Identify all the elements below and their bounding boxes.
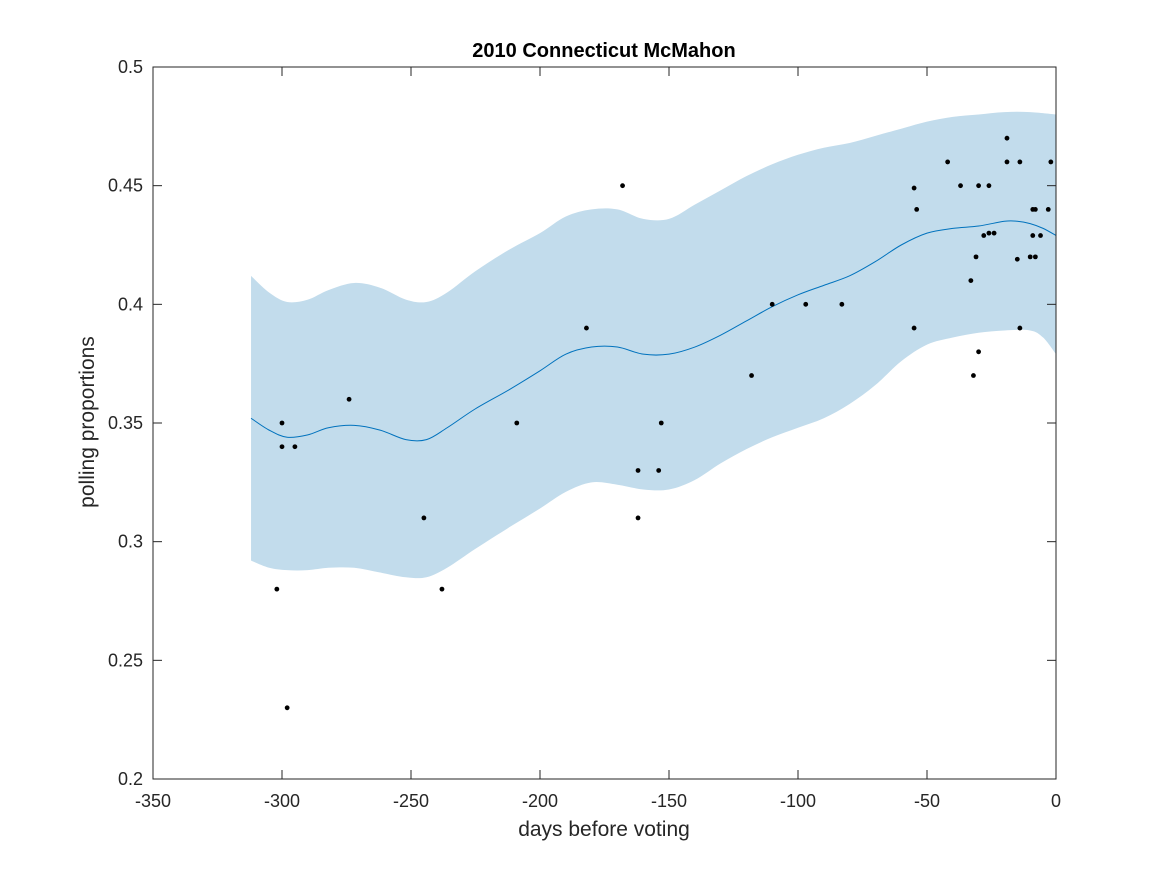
poll-point (911, 325, 917, 331)
poll-point (514, 420, 520, 426)
x-tick-label: -250 (393, 791, 429, 811)
poll-point (346, 396, 352, 402)
poll-point (1045, 207, 1051, 212)
poll-point (635, 515, 641, 521)
poll-point (986, 230, 992, 236)
x-tick-label: -150 (651, 791, 687, 811)
poll-point (421, 515, 427, 521)
poll-point (1014, 256, 1020, 262)
poll-point (1030, 233, 1036, 238)
poll-point (968, 278, 974, 283)
poll-point (1048, 159, 1054, 165)
poll-point (292, 444, 298, 450)
poll-point (1017, 325, 1023, 331)
y-tick-label: 0.3 (118, 532, 143, 552)
plot-area (250, 111, 1057, 711)
poll-point (279, 420, 285, 426)
poll-point (973, 254, 979, 260)
y-tick-label: 0.45 (108, 176, 143, 196)
poll-point (1038, 233, 1043, 238)
poll-point (971, 373, 976, 378)
poll-point (635, 468, 641, 473)
poll-point (976, 183, 981, 189)
poll-point (1004, 135, 1010, 141)
poll-point (1032, 207, 1038, 212)
y-tick-label: 0.2 (118, 769, 143, 789)
poll-point (1017, 159, 1023, 165)
confidence-band (251, 111, 1057, 579)
poll-point (279, 444, 285, 450)
poll-point (976, 349, 981, 355)
poll-point (284, 705, 290, 711)
poll-point (620, 183, 625, 189)
x-tick-label: -200 (522, 791, 558, 811)
poll-point (656, 468, 662, 473)
poll-point (986, 183, 992, 189)
poll-point (658, 420, 664, 426)
poll-point (958, 183, 963, 189)
poll-point (1004, 159, 1010, 165)
chart-title: 2010 Connecticut McMahon (472, 40, 735, 62)
poll-point (981, 233, 987, 238)
y-axis-label: polling proportions (76, 336, 99, 508)
x-tick-label: 0 (1051, 791, 1061, 811)
poll-point (584, 325, 589, 331)
poll-point (991, 230, 997, 236)
poll-point (749, 373, 754, 378)
poll-point (945, 159, 951, 165)
y-tick-label: 0.5 (118, 57, 143, 77)
x-tick-label: -300 (264, 791, 300, 811)
poll-point (274, 586, 280, 592)
x-tick-label: -350 (135, 791, 171, 811)
axes: -350 -300 -250 -200 -150 -100 -50 0 0.2 0.25 0.3 0.… (108, 57, 1061, 811)
poll-point (803, 301, 809, 307)
poll-point (839, 301, 845, 307)
x-axis-label: days before voting (518, 818, 690, 841)
poll-point (1027, 254, 1033, 260)
poll-point (439, 586, 445, 592)
poll-point (914, 207, 920, 212)
y-tick-label: 0.25 (108, 650, 143, 670)
x-tick-label: -100 (780, 791, 816, 811)
x-tick-label: -50 (914, 791, 940, 811)
y-tick-label: 0.35 (108, 413, 143, 433)
mean-trend-line (250, 220, 1057, 442)
y-tick-label: 0.4 (118, 294, 143, 314)
poll-point (1032, 254, 1038, 260)
poll-point (769, 301, 775, 307)
poll-point (911, 185, 917, 191)
